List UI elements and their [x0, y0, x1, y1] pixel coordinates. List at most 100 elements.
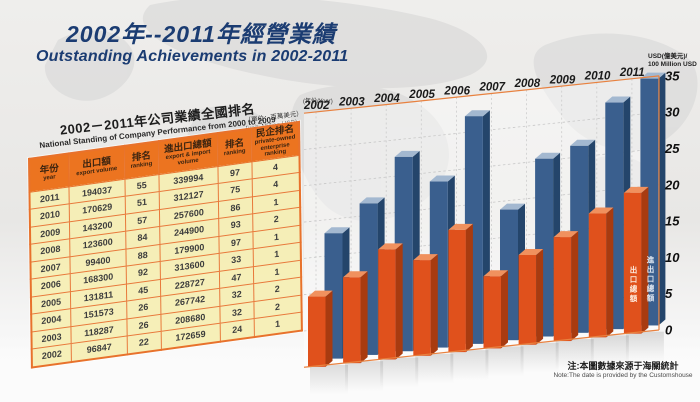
- gridline-value-30: [303, 111, 660, 150]
- bar-reflection-2009: [555, 339, 594, 370]
- value-axis-unit-line1: USD(億美元)/: [648, 53, 688, 60]
- bar-total-2005-top: [429, 175, 455, 182]
- table-body: 2011 194037 55 339994 97 4 2010 170629 51 312127 7…: [29, 154, 302, 367]
- bar-export-2010-front: [588, 213, 607, 338]
- bar-export-2006-front: [448, 229, 466, 353]
- year-label-2004: 2004: [373, 93, 400, 105]
- bar-export-2003-front: [343, 277, 361, 364]
- bar-total-2009-top: [570, 139, 596, 146]
- bar-total-2004-top: [394, 150, 420, 157]
- bar-reflection-2003: [345, 361, 384, 392]
- bar-export-2003: [343, 271, 368, 364]
- bar-export-2004-side: [395, 243, 403, 360]
- year-label-2003: 2003: [338, 96, 365, 108]
- table-cell: 22: [126, 331, 161, 354]
- bar-reflection-2010: [590, 335, 629, 366]
- bar-export-2010-side: [606, 207, 614, 338]
- bar-export-2005-top: [413, 254, 438, 261]
- ytick-30: 30: [665, 105, 680, 120]
- bar-export-2002-top: [308, 290, 333, 297]
- bar-reflection-2004: [380, 357, 419, 388]
- page-title: 2002年--2011年經營業績 Outstanding Achievement…: [36, 22, 348, 67]
- bar-export-2005-side: [430, 254, 438, 356]
- bar-export-2005-front: [413, 260, 431, 356]
- bar-export-2006: [448, 223, 473, 353]
- bar-export-2008-side: [536, 249, 544, 345]
- axis-baseline: [303, 329, 660, 368]
- bar-export-2004-front: [378, 249, 396, 360]
- bar-reflection-2002: [310, 364, 348, 395]
- bar-chart: 0 5 10 15 20 25 30 35 2002 2003 2004 2005 2006 2007 20…: [303, 67, 680, 395]
- bar-export-2011-side: [641, 186, 649, 334]
- bar-reflection-2008: [520, 342, 559, 373]
- bar-export-2009-side: [571, 231, 579, 342]
- bar-export-2002-side: [325, 290, 333, 367]
- axis-top: [303, 75, 660, 114]
- bar-total-2008-top: [535, 152, 561, 159]
- value-axis-unit-label: USD(億美元)/ 100 Million USD: [648, 53, 697, 69]
- bar-export-2006-top: [448, 223, 473, 230]
- ytick-15: 15: [665, 214, 680, 229]
- source-note-zh: 注:本圖數據來源于海關統計: [567, 361, 679, 371]
- bar-export-2008-front: [518, 255, 537, 345]
- bar-export-2010-top: [588, 207, 614, 214]
- bar-export-2007: [483, 270, 508, 349]
- gridline-value-25: [303, 148, 660, 187]
- ytick-20: 20: [664, 177, 680, 192]
- page-title-en: Outstanding Achievements in 2002-2011: [36, 48, 349, 65]
- legend-total-on-bar: 進出口總額: [646, 256, 655, 304]
- bar-export-2004: [378, 243, 403, 360]
- bar-reflection-2011: [625, 331, 664, 362]
- bar-export-2010: [588, 207, 614, 338]
- table-header-col-0: 年份 year: [29, 153, 70, 192]
- table-header-col-2: 排名 ranking: [124, 141, 159, 179]
- gridline-value-20: [303, 184, 660, 223]
- bar-total-2006-top: [464, 110, 490, 117]
- year-axis-label: (年份/Year): [303, 99, 333, 105]
- table-header-col-4: 排名 ranking: [217, 128, 252, 167]
- bar-export-2003-top: [343, 271, 368, 278]
- ytick-35: 35: [665, 68, 680, 83]
- ytick-25: 25: [664, 141, 680, 156]
- bar-reflection-2005: [415, 353, 454, 384]
- ytick-0: 0: [665, 323, 673, 338]
- bar-reflection-2006: [450, 350, 489, 381]
- bar-export-2007-side: [501, 270, 508, 349]
- table-cell: 2002: [31, 343, 72, 367]
- bar-export-2009-front: [553, 237, 572, 342]
- bar-export-2007-top: [483, 270, 508, 277]
- bar-total-2003-top: [359, 197, 385, 204]
- bar-export-2009-top: [553, 231, 579, 238]
- bar-total-2011-side: [658, 72, 666, 326]
- ytick-5: 5: [665, 286, 673, 301]
- year-label-2009: 2009: [549, 74, 576, 86]
- source-note: 注:本圖數據來源于海關統計 Note:The date is provided …: [548, 361, 698, 380]
- bar-export-2011-front: [623, 192, 642, 334]
- bar-export-2008: [518, 249, 544, 345]
- bar-export-2011-top: [623, 186, 649, 193]
- bar-total-2002-top: [324, 227, 350, 234]
- bar-export-2011: [623, 186, 649, 334]
- table-skew-container: 年份 year 出口額 export volume 排名 ranking 進出口總額 expo…: [28, 120, 309, 369]
- bar-export-2002: [308, 290, 333, 367]
- year-label-2002: 2002: [303, 100, 330, 112]
- bar-export-2007-front: [483, 276, 501, 349]
- year-label-2006: 2006: [443, 85, 470, 97]
- bar-export-2008-top: [518, 249, 544, 256]
- bar-export-2006-side: [465, 223, 473, 353]
- bar-export-2009: [553, 231, 579, 342]
- bar-total-2010-top: [605, 96, 631, 103]
- bar-export-2003-side: [360, 271, 368, 364]
- value-axis-unit-line2: 100 Million USD: [648, 61, 697, 68]
- year-label-2008: 2008: [514, 78, 541, 90]
- year-label-2011: 2011: [619, 67, 645, 79]
- bar-export-2005: [413, 254, 438, 356]
- bar-export-2004-top: [378, 243, 403, 250]
- bar-total-2007-top: [500, 203, 525, 210]
- bar-reflection-2007: [485, 346, 524, 377]
- year-label-2010: 2010: [584, 71, 611, 83]
- ytick-10: 10: [665, 250, 680, 265]
- source-note-en: Note:The date is provided by the Customs…: [553, 372, 693, 379]
